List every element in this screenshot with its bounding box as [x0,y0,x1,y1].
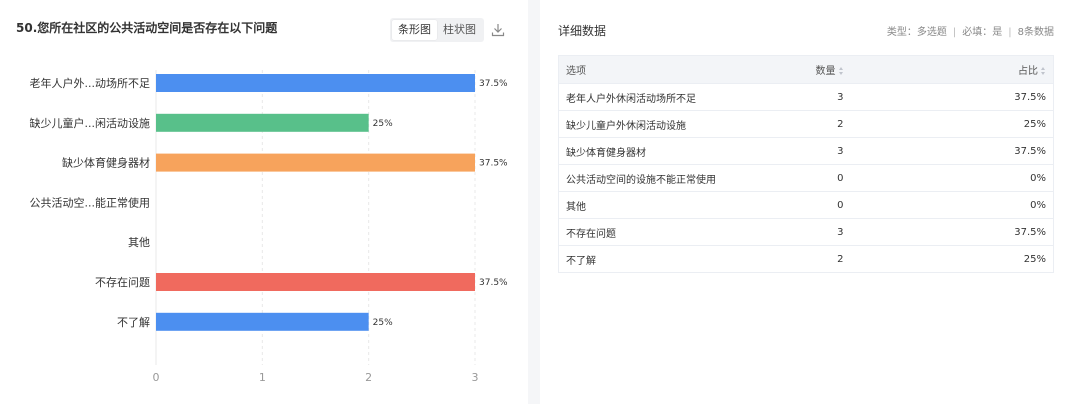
download-icon[interactable] [490,22,506,38]
bar [156,74,475,92]
percent-cell: 0% [933,191,1054,219]
meta-count: 8条数据 [1017,27,1054,38]
percent-column-header[interactable]: 占比 [933,55,1054,84]
detail-title: 详细数据 [558,24,607,38]
detail-table: 选项 数量 占比 老年人户外休闲活动场所不足 3 37.5% 缺少儿童户外休闲活动设施… [558,55,1054,273]
bar-chart-tab[interactable]: 条形图 [392,20,437,40]
question-meta: 类型：多选题 | 必填：是 | 8条数据 [886,27,1054,38]
table-row: 不了解 2 25% [558,245,1054,273]
option-cell: 其他 [558,191,784,219]
bar-value-label: 25% [373,318,393,328]
table-row: 老年人户外休闲活动场所不足 3 37.5% [558,83,1054,111]
bar [156,273,475,291]
percent-cell: 25% [933,110,1054,138]
bar-value-label: 37.5% [479,159,508,169]
count-cell: 0 [783,191,934,219]
bar-value-label: 37.5% [479,278,508,288]
percent-cell: 37.5% [933,218,1054,246]
chart-panel: 50.您所在社区的公共活动空间是否存在以下问题 条形图 柱状图 0 1 2 3 老年人户… [0,0,528,404]
table-header: 选项 数量 占比 [558,55,1054,84]
x-tick-label: 2 [365,371,372,384]
option-cell: 缺少体育健身器材 [558,137,784,165]
category-label: 公共活动空...能正常使用 [30,195,151,209]
category-label: 老年人户外...动场所不足 [30,76,151,90]
percent-cell: 37.5% [933,137,1054,165]
column-chart-tab[interactable]: 柱状图 [443,23,476,36]
x-tick-label: 3 [472,371,479,384]
table-row: 公共活动空间的设施不能正常使用 0 0% [558,164,1054,192]
category-label: 不存在问题 [95,275,150,289]
bar [156,113,369,132]
category-label: 缺少体育健身器材 [62,156,150,170]
sort-icon[interactable] [838,67,844,75]
option-cell: 不存在问题 [558,218,784,246]
chart-type-toggle: 条形图 柱状图 [390,18,484,42]
meta-required: 必填：是 [962,27,1003,38]
question-title: 50.您所在社区的公共活动空间是否存在以下问题 [16,21,278,35]
bar-chart: 0 1 2 3 老年人户外...动场所不足 37.5% 缺少儿童户...闲活动设施 25% 缺少… [30,70,508,384]
option-column-header: 选项 [558,55,784,84]
count-cell: 2 [783,110,934,138]
bar [156,153,475,172]
option-cell: 缺少儿童户外休闲活动设施 [558,110,784,138]
x-tick-label: 0 [153,371,160,384]
count-cell: 3 [783,137,934,165]
option-cell: 公共活动空间的设施不能正常使用 [558,164,784,192]
meta-type: 类型：多选题 [886,27,947,38]
count-column-header[interactable]: 数量 [783,55,934,84]
option-cell: 不了解 [558,245,784,273]
count-cell: 2 [783,245,934,273]
category-label: 其他 [128,236,150,249]
sort-icon[interactable] [1041,67,1046,75]
count-cell: 0 [783,164,934,192]
percent-cell: 25% [933,245,1054,273]
table-row: 缺少体育健身器材 3 37.5% [558,137,1054,165]
count-cell: 3 [783,83,934,111]
bar [156,312,369,331]
option-cell: 老年人户外休闲活动场所不足 [558,83,784,111]
detail-panel: 详细数据 类型：多选题 | 必填：是 | 8条数据 选项 数量 占比 老年人户外休闲活动… [540,0,1080,404]
x-tick-label: 1 [259,371,266,384]
percent-cell: 0% [933,164,1054,192]
percent-cell: 37.5% [933,83,1054,111]
category-label: 缺少儿童户...闲活动设施 [30,116,151,130]
category-label: 不了解 [117,315,150,329]
table-row: 不存在问题 3 37.5% [558,218,1054,246]
bar-value-label: 37.5% [479,79,508,89]
count-cell: 3 [783,218,934,246]
bar-value-label: 25% [373,119,393,129]
table-row: 其他 0 0% [558,191,1054,219]
table-row: 缺少儿童户外休闲活动设施 2 25% [558,110,1054,138]
